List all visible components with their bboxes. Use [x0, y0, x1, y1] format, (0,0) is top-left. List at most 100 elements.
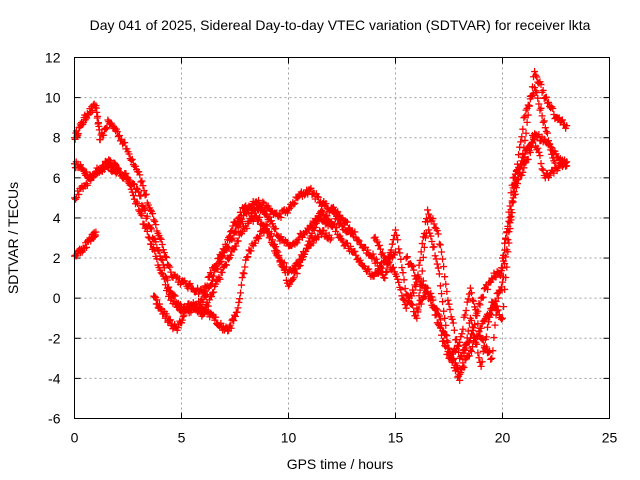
data-point-marker: [517, 138, 525, 146]
data-point: [285, 206, 292, 214]
data-point-marker: [278, 262, 286, 270]
data-point-marker: [178, 316, 186, 324]
data-point-marker: [127, 156, 135, 164]
x-axis-label: GPS time / hours: [286, 456, 394, 472]
data-point-marker: [415, 292, 423, 300]
data-point-marker: [473, 340, 481, 348]
data-point-marker: [436, 282, 444, 290]
data-point-marker: [131, 162, 139, 170]
data-point-marker: [293, 270, 301, 278]
data-point-marker: [521, 136, 529, 144]
data-point-marker: [439, 255, 447, 263]
data-point-marker: [548, 150, 556, 158]
data-point: [445, 300, 453, 308]
data-point: [563, 158, 571, 166]
data-point-marker: [519, 168, 527, 176]
data-point-marker: [443, 288, 451, 296]
data-point-marker: [229, 234, 237, 242]
data-point-marker: [430, 304, 438, 312]
data-point-marker: [515, 151, 523, 159]
plot-frame: [74, 57, 610, 419]
data-point-marker: [533, 89, 541, 97]
data-point-marker: [521, 150, 529, 158]
data-point-marker: [126, 178, 134, 186]
data-point-marker: [547, 146, 555, 154]
data-point-marker: [474, 320, 482, 328]
data-point: [402, 254, 410, 262]
data-point: [263, 222, 271, 230]
data-point: [541, 124, 549, 132]
data-point-marker: [379, 249, 387, 257]
data-point-marker: [539, 166, 547, 174]
data-point-marker: [409, 301, 417, 309]
data-point-marker: [494, 306, 502, 314]
data-point-marker: [225, 255, 233, 263]
data-point-marker: [138, 201, 146, 209]
data-point: [434, 230, 442, 238]
data-point: [488, 354, 496, 362]
data-point: [520, 164, 528, 172]
data-point-marker: [365, 265, 373, 273]
data-point-marker: [304, 241, 312, 249]
data-point-marker: [491, 321, 499, 329]
data-point-marker: [526, 149, 534, 157]
data-point-marker: [283, 209, 291, 217]
data-point-marker: [165, 262, 173, 270]
data-point-marker: [244, 253, 252, 261]
data-point-marker: [272, 243, 280, 251]
data-point: [306, 186, 314, 194]
data-point-marker: [314, 193, 322, 201]
data-point-marker: [387, 246, 395, 254]
data-point-marker: [294, 236, 302, 244]
data-point-marker: [415, 275, 423, 283]
data-point-marker: [142, 223, 150, 231]
data-point-marker: [502, 234, 510, 242]
data-point-marker: [417, 280, 425, 288]
data-point-marker: [537, 104, 545, 112]
data-point-marker: [318, 207, 326, 215]
data-point-marker: [396, 249, 404, 257]
data-point-marker: [351, 247, 359, 255]
data-point-marker: [289, 275, 297, 283]
data-point: [456, 376, 464, 384]
data-point-marker: [237, 281, 245, 289]
data-point-marker: [230, 246, 238, 254]
data-point-marker: [76, 161, 84, 169]
data-point-marker: [418, 267, 426, 275]
data-point-marker: [225, 243, 233, 251]
data-point-marker: [398, 292, 406, 300]
data-point-marker: [218, 253, 226, 261]
data-point-marker: [255, 196, 263, 204]
data-point-marker: [333, 224, 341, 232]
data-point-marker: [222, 261, 230, 269]
data-point-marker: [416, 286, 424, 294]
data-point-marker: [397, 286, 405, 294]
data-point-marker: [545, 98, 553, 106]
data-point-marker: [510, 180, 518, 188]
data-point-marker: [430, 220, 438, 228]
data-point: [392, 226, 399, 234]
data-point-marker: [143, 227, 151, 235]
data-point: [477, 362, 485, 370]
data-point-marker: [533, 73, 541, 81]
data-point-marker: [238, 217, 246, 225]
data-point-marker: [438, 290, 446, 298]
data-point-marker: [121, 139, 129, 147]
data-point-marker: [78, 248, 86, 256]
data-point-marker: [482, 333, 490, 341]
data-point-marker: [508, 197, 516, 205]
data-point-marker: [540, 117, 548, 125]
data-point-marker: [535, 148, 543, 156]
data-point-marker: [479, 336, 487, 344]
data-point-marker: [218, 268, 226, 276]
data-point-marker: [511, 179, 519, 187]
data-point-marker: [313, 216, 321, 224]
data-point-marker: [207, 292, 215, 300]
data-point-marker: [72, 195, 80, 203]
data-point-marker: [473, 312, 481, 320]
data-point-marker: [259, 198, 267, 206]
data-point-marker: [160, 275, 168, 283]
data-point-marker: [399, 295, 407, 303]
data-point-marker: [234, 237, 242, 245]
data-point-marker: [382, 269, 390, 277]
